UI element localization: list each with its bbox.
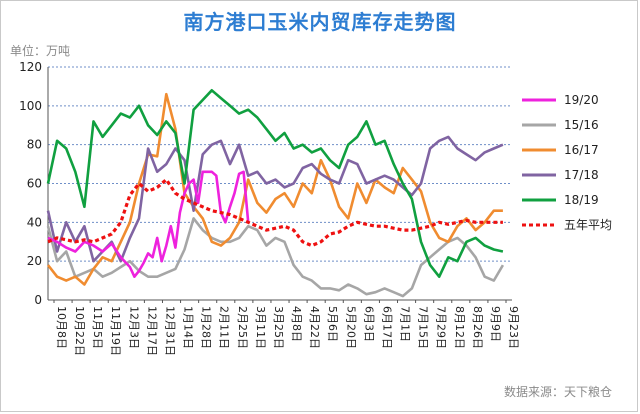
series-line-2 bbox=[46, 92, 503, 286]
chart-title: 南方港口玉米内贸库存走势图 bbox=[183, 10, 457, 34]
legend-label: 16/17 bbox=[564, 143, 599, 157]
x-tick-label: 5月20日 bbox=[344, 306, 357, 349]
x-tick-label: 4月8日 bbox=[290, 306, 303, 342]
x-tick-label: 7月15日 bbox=[417, 306, 430, 349]
y-tick-label: 40 bbox=[27, 215, 42, 229]
unit-label: 单位：万吨 bbox=[10, 44, 71, 58]
y-tick-label: 20 bbox=[27, 254, 42, 268]
legend-label: 五年平均 bbox=[564, 218, 612, 232]
x-tick-label: 6月17日 bbox=[380, 306, 393, 349]
x-tick-label: 9月23日 bbox=[507, 306, 520, 349]
x-tick-label: 7月29日 bbox=[435, 306, 448, 349]
y-tick-label: 80 bbox=[27, 138, 42, 152]
x-tick-label: 8月26日 bbox=[471, 306, 484, 349]
y-tick-labels: 0 20 40 60 80 100 120 bbox=[19, 60, 42, 307]
series-line-5 bbox=[47, 178, 503, 248]
x-tick-label: 1月14日 bbox=[182, 306, 195, 349]
gridlines bbox=[48, 66, 512, 262]
x-tick-label: 4月22日 bbox=[308, 306, 321, 349]
x-tick-label: 12月17日 bbox=[145, 306, 158, 356]
x-tick-labels: 10月8日 10月22日 11月5日 11月19日 12月3日 12月17日 12月31日 1… bbox=[55, 306, 520, 356]
y-tick-label: 0 bbox=[34, 293, 42, 307]
x-tick-label: 11月19日 bbox=[109, 306, 122, 356]
legend-label: 17/18 bbox=[564, 168, 599, 182]
y-tick-label: 120 bbox=[19, 60, 42, 74]
x-tick-label: 5月6日 bbox=[326, 306, 339, 342]
series-lines bbox=[46, 89, 505, 298]
x-tick-label: 2月25日 bbox=[236, 306, 249, 349]
x-tick-label: 12月31日 bbox=[163, 306, 176, 356]
y-tick-label: 100 bbox=[19, 99, 42, 113]
x-tick-label: 1月28日 bbox=[200, 306, 213, 349]
x-tick-label: 3月25日 bbox=[272, 306, 285, 349]
x-tick-label: 12月3日 bbox=[127, 306, 140, 349]
x-tick-label: 3月11日 bbox=[254, 306, 267, 349]
x-tick-label: 10月8日 bbox=[55, 306, 68, 349]
legend-label: 19/20 bbox=[564, 93, 599, 107]
x-tick-label: 6月3日 bbox=[362, 306, 375, 342]
source-label: 数据来源：天下粮仓 bbox=[503, 385, 612, 399]
x-tick-label: 10月22日 bbox=[73, 306, 86, 356]
x-tick-label: 2月11日 bbox=[218, 306, 231, 349]
legend: 19/20 15/16 16/17 17/18 18/19 五年平均 bbox=[522, 93, 612, 232]
x-tick-label: 8月12日 bbox=[453, 306, 466, 349]
legend-label: 18/19 bbox=[564, 193, 599, 207]
x-tick-label: 7月1日 bbox=[399, 306, 412, 342]
series-line-3 bbox=[46, 135, 504, 263]
x-tick-label: 9月9日 bbox=[489, 306, 502, 342]
y-tick-label: 60 bbox=[27, 177, 42, 191]
series-line-4 bbox=[46, 89, 504, 279]
x-tick-label: 11月5日 bbox=[91, 306, 104, 349]
legend-label: 15/16 bbox=[564, 118, 599, 132]
